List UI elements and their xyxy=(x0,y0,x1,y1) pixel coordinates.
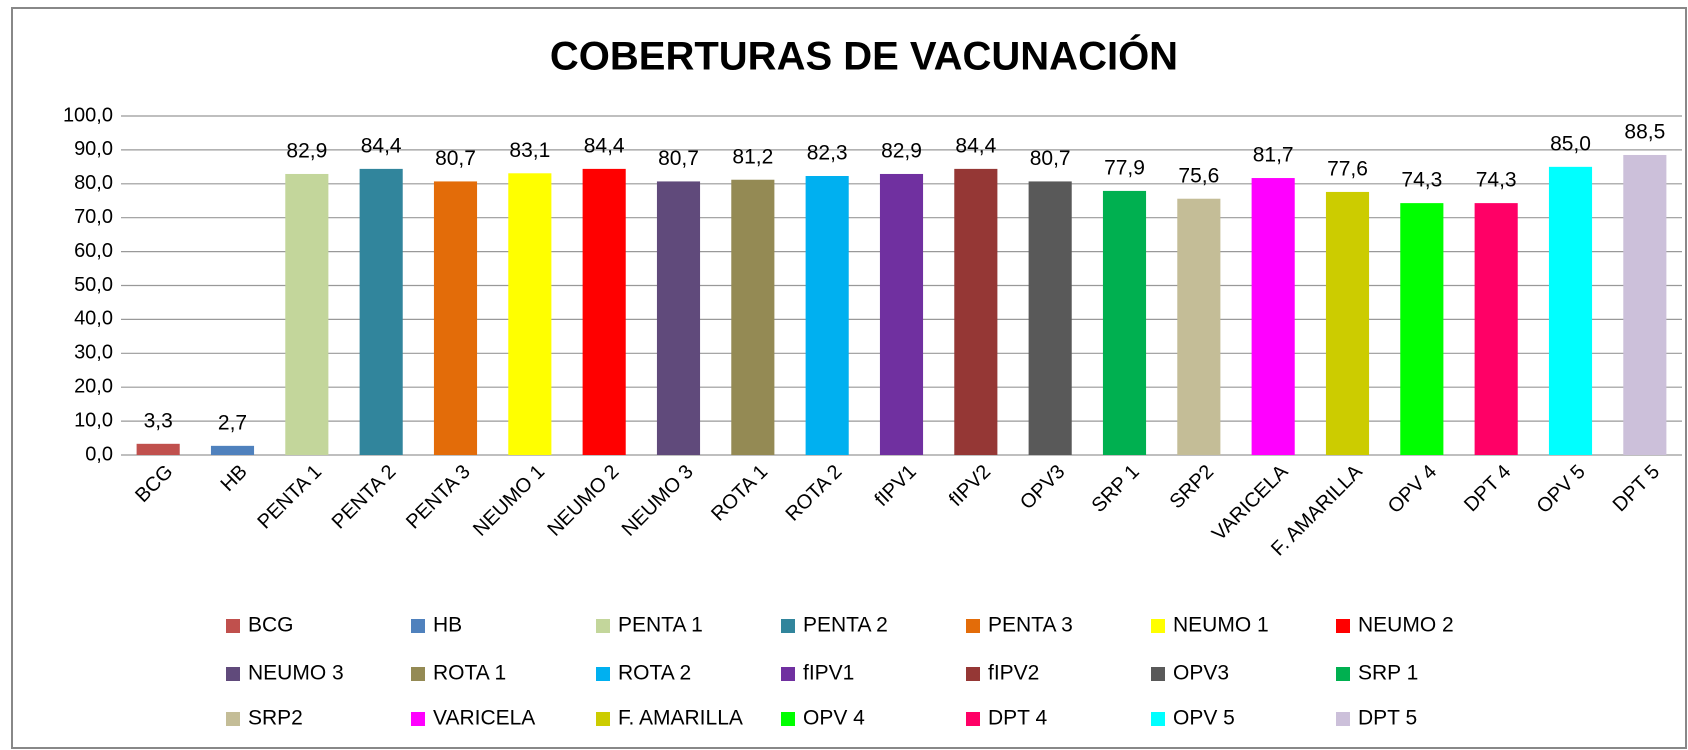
legend-swatch xyxy=(1336,712,1350,726)
legend-label: DPT 5 xyxy=(1358,707,1417,730)
bar xyxy=(1623,154,1667,456)
legend-swatch xyxy=(966,619,980,633)
bar xyxy=(1028,181,1072,455)
y-tick-label: 20,0 xyxy=(74,375,113,397)
data-label: 77,6 xyxy=(1327,157,1368,180)
data-label: 3,3 xyxy=(144,409,173,432)
bar xyxy=(1177,198,1221,455)
legend-swatch xyxy=(781,712,795,726)
legend-swatch xyxy=(411,667,425,681)
data-label: 80,7 xyxy=(1030,147,1071,170)
data-label: 74,3 xyxy=(1476,169,1517,192)
data-label: 84,4 xyxy=(955,134,996,157)
bar xyxy=(1251,178,1295,456)
legend-swatch xyxy=(226,712,240,726)
bar xyxy=(1548,166,1593,455)
legend-swatch xyxy=(781,619,795,633)
chart-title: COBERTURAS DE VACUNACIÓN xyxy=(550,33,1178,79)
legend-label: SRP2 xyxy=(248,707,303,730)
legend-label: OPV3 xyxy=(1173,662,1229,685)
bar xyxy=(359,168,403,455)
bar xyxy=(1102,190,1147,455)
data-label: 74,3 xyxy=(1401,169,1442,192)
bar xyxy=(210,445,255,455)
bar xyxy=(879,173,924,455)
legend-swatch xyxy=(1151,712,1165,726)
legend-label: OPV 5 xyxy=(1173,707,1235,730)
data-label: 83,1 xyxy=(509,139,550,162)
y-tick-label: 50,0 xyxy=(74,274,113,296)
y-tick-label: 0,0 xyxy=(85,443,113,465)
data-label: 81,7 xyxy=(1253,144,1294,167)
legend-swatch xyxy=(1336,619,1350,633)
bar xyxy=(731,179,775,455)
y-tick-label: 100,0 xyxy=(63,104,113,126)
legend-label: ROTA 1 xyxy=(433,662,506,685)
legend-swatch xyxy=(596,667,610,681)
data-label: 82,9 xyxy=(881,140,922,163)
y-tick-label: 10,0 xyxy=(74,409,113,431)
legend-label: fIPV2 xyxy=(988,662,1039,685)
data-label: 81,2 xyxy=(732,145,773,168)
legend-label: BCG xyxy=(248,614,294,637)
legend-swatch xyxy=(226,667,240,681)
legend-label: ROTA 2 xyxy=(618,662,691,685)
legend-label: OPV 4 xyxy=(803,707,865,730)
legend-swatch xyxy=(596,619,610,633)
legend-label: DPT 4 xyxy=(988,707,1047,730)
legend-label: fIPV1 xyxy=(803,662,854,685)
legend-swatch xyxy=(596,712,610,726)
data-label: 2,7 xyxy=(218,411,247,434)
data-label: 82,9 xyxy=(286,140,327,163)
y-tick-label: 60,0 xyxy=(74,240,113,262)
legend-swatch xyxy=(226,619,240,633)
legend-label: PENTA 2 xyxy=(803,614,888,637)
legend-label: PENTA 1 xyxy=(618,614,703,637)
legend-swatch xyxy=(781,667,795,681)
legend-swatch xyxy=(1151,667,1165,681)
bar xyxy=(285,173,329,455)
bar xyxy=(656,181,701,455)
bar xyxy=(508,173,552,455)
legend-label: NEUMO 2 xyxy=(1358,614,1454,637)
data-label: 84,4 xyxy=(361,134,402,157)
data-label: 75,6 xyxy=(1178,164,1219,187)
y-tick-label: 30,0 xyxy=(74,342,113,364)
bar xyxy=(582,168,626,455)
data-label: 88,5 xyxy=(1624,121,1665,144)
y-tick-label: 90,0 xyxy=(74,138,113,160)
legend-swatch xyxy=(411,712,425,726)
legend-label: F. AMARILLA xyxy=(618,707,743,730)
bar xyxy=(805,176,849,456)
data-label: 77,9 xyxy=(1104,156,1145,179)
y-tick-label: 80,0 xyxy=(74,172,113,194)
legend-label: SRP 1 xyxy=(1358,662,1418,685)
data-label: 80,7 xyxy=(435,147,476,170)
bar xyxy=(136,443,180,455)
bar xyxy=(954,168,998,455)
legend-label: VARICELA xyxy=(433,707,535,730)
y-tick-label: 70,0 xyxy=(74,206,113,228)
legend-swatch xyxy=(1151,619,1165,633)
data-label: 84,4 xyxy=(584,134,625,157)
data-label: 80,7 xyxy=(658,147,699,170)
legend-label: NEUMO 1 xyxy=(1173,614,1269,637)
bar xyxy=(1400,203,1444,455)
data-label: 85,0 xyxy=(1550,132,1591,155)
bar xyxy=(1325,191,1370,455)
y-tick-label: 40,0 xyxy=(74,308,113,330)
data-label: 82,3 xyxy=(807,142,848,165)
legend-swatch xyxy=(1336,667,1350,681)
bar xyxy=(433,181,478,455)
legend-label: HB xyxy=(433,614,462,637)
legend-swatch xyxy=(966,712,980,726)
bar xyxy=(1474,203,1518,455)
legend-label: NEUMO 3 xyxy=(248,662,344,685)
legend-swatch xyxy=(411,619,425,633)
legend-label: PENTA 3 xyxy=(988,614,1073,637)
legend-swatch xyxy=(966,667,980,681)
